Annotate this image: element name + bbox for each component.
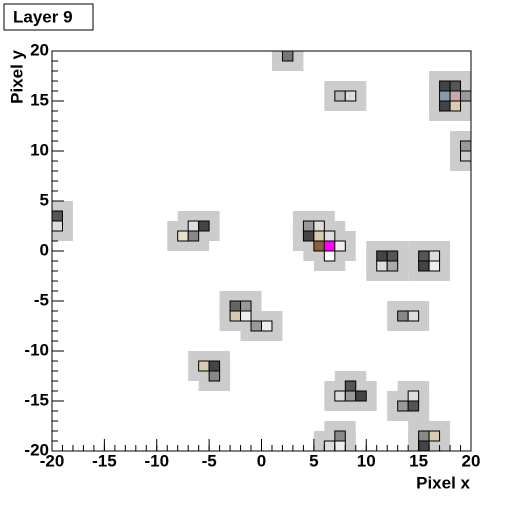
y-tick-label: 0	[40, 240, 49, 259]
pixel-cell	[302, 230, 315, 242]
pixel-cell	[397, 310, 409, 322]
pixel-cell	[313, 240, 325, 252]
pixel-cell	[376, 260, 388, 272]
pixel-cell	[418, 430, 430, 442]
pixel-cell	[439, 90, 451, 102]
pixel-cell	[323, 250, 336, 262]
pixel-cell	[198, 220, 210, 232]
x-tick-label: -10	[144, 451, 169, 470]
y-tick-label: -10	[24, 340, 49, 359]
pixel-cell	[386, 260, 399, 272]
pixel-cell	[334, 390, 346, 402]
y-tick-label: -20	[24, 440, 49, 459]
pixel-cell	[376, 250, 388, 262]
pixel-cell	[240, 300, 252, 312]
pixel-cell	[428, 430, 441, 442]
pixel-cell	[344, 390, 357, 402]
pixel-cell	[334, 240, 346, 252]
pixel-cell	[229, 300, 242, 312]
pixel-cell	[334, 90, 346, 102]
pixel-cell	[428, 260, 441, 272]
pixel-cell	[439, 100, 451, 112]
pixel-cell	[418, 440, 430, 452]
pixel-cell	[344, 380, 357, 392]
x-tick-label: 10	[357, 451, 376, 470]
y-tick-label: -5	[34, 290, 49, 309]
pixel-cell	[229, 310, 242, 322]
pixel-cell	[323, 230, 336, 242]
pixel-cell	[418, 250, 430, 262]
y-tick-label: 20	[30, 40, 49, 59]
y-axis-label: Pixel y	[7, 49, 26, 103]
pixel-cell	[250, 320, 262, 332]
x-tick-label: -20	[40, 451, 65, 470]
pixel-cell	[439, 80, 451, 92]
x-tick-label: 20	[462, 451, 481, 470]
pixel-cell	[397, 400, 409, 412]
title-box	[3, 3, 94, 31]
pixel-cell	[460, 90, 472, 102]
pixel-cell	[386, 250, 399, 262]
pixel-cell	[240, 310, 252, 322]
y-tick-label: 15	[30, 90, 49, 109]
pixel-cell	[355, 390, 367, 402]
chart-title: Layer 9	[13, 7, 73, 26]
pixel-cell	[323, 240, 336, 252]
x-tick-label: 5	[309, 451, 318, 470]
pixel-cell	[302, 220, 315, 232]
pixel-cell	[313, 230, 325, 242]
pixel-cell	[449, 90, 462, 102]
pixel-cell	[177, 230, 189, 242]
pixel-cell	[460, 140, 472, 152]
pixel-cell	[407, 400, 420, 412]
pixel-cell	[261, 320, 273, 332]
pixel-cell	[313, 220, 325, 232]
y-tick-label: 5	[40, 190, 49, 209]
pixel-cell	[428, 250, 441, 262]
pixel-cell	[198, 360, 210, 372]
pixel-cell	[334, 430, 346, 442]
pixel-cell	[449, 100, 462, 112]
x-tick-label: -5	[202, 451, 217, 470]
y-tick-label: -15	[24, 390, 49, 409]
pixel-cell	[51, 210, 63, 222]
pixel-cell	[418, 260, 430, 272]
pixel-cell	[208, 370, 221, 382]
pixel-cell	[187, 220, 200, 232]
pixel-cell	[460, 150, 472, 162]
pixel-cell	[449, 80, 462, 92]
pixel-cell	[51, 220, 63, 232]
pixel-cell	[208, 360, 221, 372]
pixel-cell	[323, 440, 336, 452]
pixel-cell	[344, 90, 357, 102]
pixel-cell	[187, 230, 200, 242]
pixel-cell	[407, 310, 420, 322]
pixel-cell	[334, 440, 346, 452]
x-tick-label: 0	[257, 451, 266, 470]
y-tick-label: 10	[30, 140, 49, 159]
pixel-cell	[407, 390, 420, 402]
x-axis-label: Pixel x	[416, 473, 470, 492]
x-tick-label: 15	[409, 451, 428, 470]
x-tick-label: -15	[92, 451, 117, 470]
pixel-cell	[281, 50, 294, 62]
